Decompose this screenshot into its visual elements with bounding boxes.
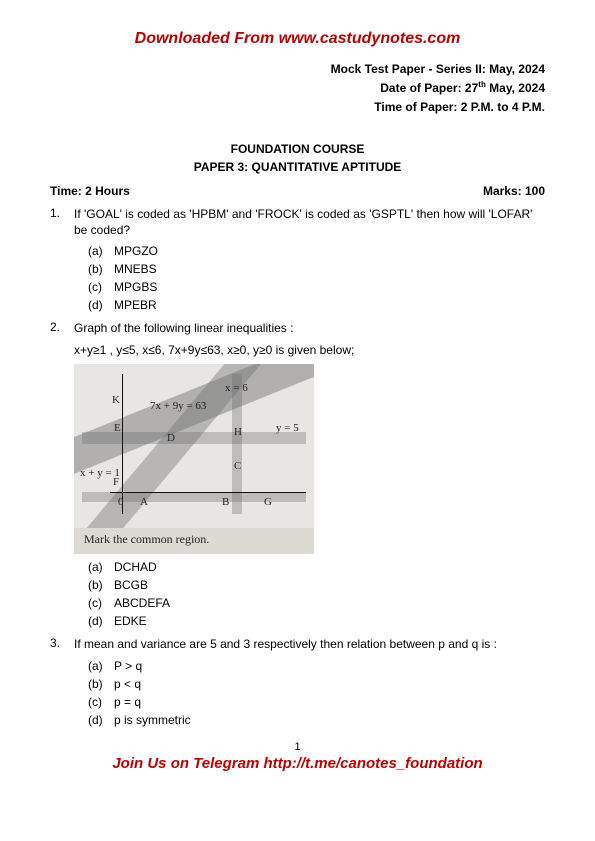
qbody-1: If 'GOAL' is coded as 'HPBM' and 'FROCK'… bbox=[74, 206, 545, 316]
q2-opt-b: (b)BCGB bbox=[88, 578, 545, 592]
q1-key-b: (b) bbox=[88, 262, 114, 276]
q3-key-a: (a) bbox=[88, 659, 114, 673]
q2-val-d: EDKE bbox=[114, 614, 147, 628]
graph-label-y5: y = 5 bbox=[276, 422, 299, 434]
options-3: (a)P > q (b)p < q (c)p = q (d)p is symme… bbox=[88, 659, 545, 727]
question-3: 3. If mean and variance are 5 and 3 resp… bbox=[50, 636, 545, 730]
bottom-banner: Join Us on Telegram http://t.me/canotes_… bbox=[50, 755, 545, 772]
q3-key-d: (d) bbox=[88, 713, 114, 727]
graph-label-E: E bbox=[114, 422, 121, 434]
time-label: Time: 2 Hours bbox=[50, 184, 130, 198]
q1-opt-d: (d)MPEBR bbox=[88, 298, 545, 312]
q1-opt-a: (a)MPGZO bbox=[88, 244, 545, 258]
q1-val-a: MPGZO bbox=[114, 244, 158, 258]
graph-label-F: F bbox=[113, 476, 119, 488]
page-number: 1 bbox=[50, 741, 545, 753]
graph-label-B: B bbox=[222, 496, 229, 508]
options-2: (a)DCHAD (b)BCGB (c)ABCDEFA (d)EDKE bbox=[88, 560, 545, 628]
qtext-2: Graph of the following linear inequaliti… bbox=[74, 320, 545, 336]
graph-label-eq1: 7x + 9y = 63 bbox=[150, 400, 206, 412]
graph-caption: Mark the common region. bbox=[74, 528, 314, 554]
q3-key-b: (b) bbox=[88, 677, 114, 691]
graph-label-D: D bbox=[167, 432, 175, 444]
graph-x-axis bbox=[110, 492, 306, 493]
q1-val-b: MNEBS bbox=[114, 262, 157, 276]
q1-val-c: MPGBS bbox=[114, 280, 157, 294]
q2-val-b: BCGB bbox=[114, 578, 148, 592]
q1-key-a: (a) bbox=[88, 244, 114, 258]
qnum-2: 2. bbox=[50, 320, 74, 632]
q1-opt-b: (b)MNEBS bbox=[88, 262, 545, 276]
header-block: Mock Test Paper - Series II: May, 2024 D… bbox=[50, 60, 545, 118]
q2-opt-c: (c)ABCDEFA bbox=[88, 596, 545, 610]
q3-opt-d: (d)p is symmetric bbox=[88, 713, 545, 727]
q3-val-c: p = q bbox=[114, 695, 141, 709]
top-banner: Downloaded From www.castudynotes.com bbox=[50, 30, 545, 48]
graph-y-axis bbox=[122, 374, 123, 514]
header-line-3: Time of Paper: 2 P.M. to 4 P.M. bbox=[50, 98, 545, 117]
header-line-2-sup: th bbox=[478, 80, 486, 89]
q1-key-c: (c) bbox=[88, 280, 114, 294]
q2-key-d: (d) bbox=[88, 614, 114, 628]
page-container: Downloaded From www.castudynotes.com Moc… bbox=[0, 0, 595, 792]
q2-opt-a: (a)DCHAD bbox=[88, 560, 545, 574]
graph-label-G: G bbox=[264, 496, 272, 508]
q2-val-c: ABCDEFA bbox=[114, 596, 170, 610]
q1-key-d: (d) bbox=[88, 298, 114, 312]
qsubtext-2: x+y≥1 , y≤5, x≤6, 7x+9y≤63, x≥0, y≥0 is … bbox=[74, 342, 545, 358]
marks-label: Marks: 100 bbox=[483, 184, 545, 198]
header-line-2-post: May, 2024 bbox=[486, 81, 545, 95]
header-line-1: Mock Test Paper - Series II: May, 2024 bbox=[50, 60, 545, 79]
q3-opt-b: (b)p < q bbox=[88, 677, 545, 691]
q2-val-a: DCHAD bbox=[114, 560, 157, 574]
graph-label-H: H bbox=[234, 426, 242, 438]
qtext-1: If 'GOAL' is coded as 'HPBM' and 'FROCK'… bbox=[74, 206, 545, 238]
qtext-3: If mean and variance are 5 and 3 respect… bbox=[74, 636, 545, 652]
q2-key-c: (c) bbox=[88, 596, 114, 610]
q3-opt-a: (a)P > q bbox=[88, 659, 545, 673]
q3-val-b: p < q bbox=[114, 677, 141, 691]
header-line-2-pre: Date of Paper: 27 bbox=[380, 81, 478, 95]
q3-opt-c: (c)p = q bbox=[88, 695, 545, 709]
graph-label-A: A bbox=[140, 496, 148, 508]
q3-val-a: P > q bbox=[114, 659, 142, 673]
graph-baseband bbox=[82, 492, 306, 502]
qnum-1: 1. bbox=[50, 206, 74, 316]
time-marks-row: Time: 2 Hours Marks: 100 bbox=[50, 184, 545, 198]
question-2: 2. Graph of the following linear inequal… bbox=[50, 320, 545, 632]
q3-val-d: p is symmetric bbox=[114, 713, 191, 727]
graph-label-O: 0 bbox=[118, 496, 124, 508]
graph-label-K: K bbox=[112, 394, 120, 406]
q1-val-d: MPEBR bbox=[114, 298, 157, 312]
q2-opt-d: (d)EDKE bbox=[88, 614, 545, 628]
header-line-2: Date of Paper: 27th May, 2024 bbox=[50, 79, 545, 98]
graph-label-x6: x = 6 bbox=[225, 382, 248, 394]
graph-label-C: C bbox=[234, 460, 241, 472]
qbody-3: If mean and variance are 5 and 3 respect… bbox=[74, 636, 545, 730]
qnum-3: 3. bbox=[50, 636, 74, 730]
graph-image: 7x + 9y = 63 x = 6 y = 5 x + y = 1 K E D… bbox=[74, 364, 314, 554]
q1-opt-c: (c)MPGBS bbox=[88, 280, 545, 294]
q2-key-a: (a) bbox=[88, 560, 114, 574]
qbody-2: Graph of the following linear inequaliti… bbox=[74, 320, 545, 632]
course-title: FOUNDATION COURSE bbox=[50, 142, 545, 156]
q3-key-c: (c) bbox=[88, 695, 114, 709]
q2-key-b: (b) bbox=[88, 578, 114, 592]
question-1: 1. If 'GOAL' is coded as 'HPBM' and 'FRO… bbox=[50, 206, 545, 316]
paper-title: PAPER 3: QUANTITATIVE APTITUDE bbox=[50, 160, 545, 174]
options-1: (a)MPGZO (b)MNEBS (c)MPGBS (d)MPEBR bbox=[88, 244, 545, 312]
